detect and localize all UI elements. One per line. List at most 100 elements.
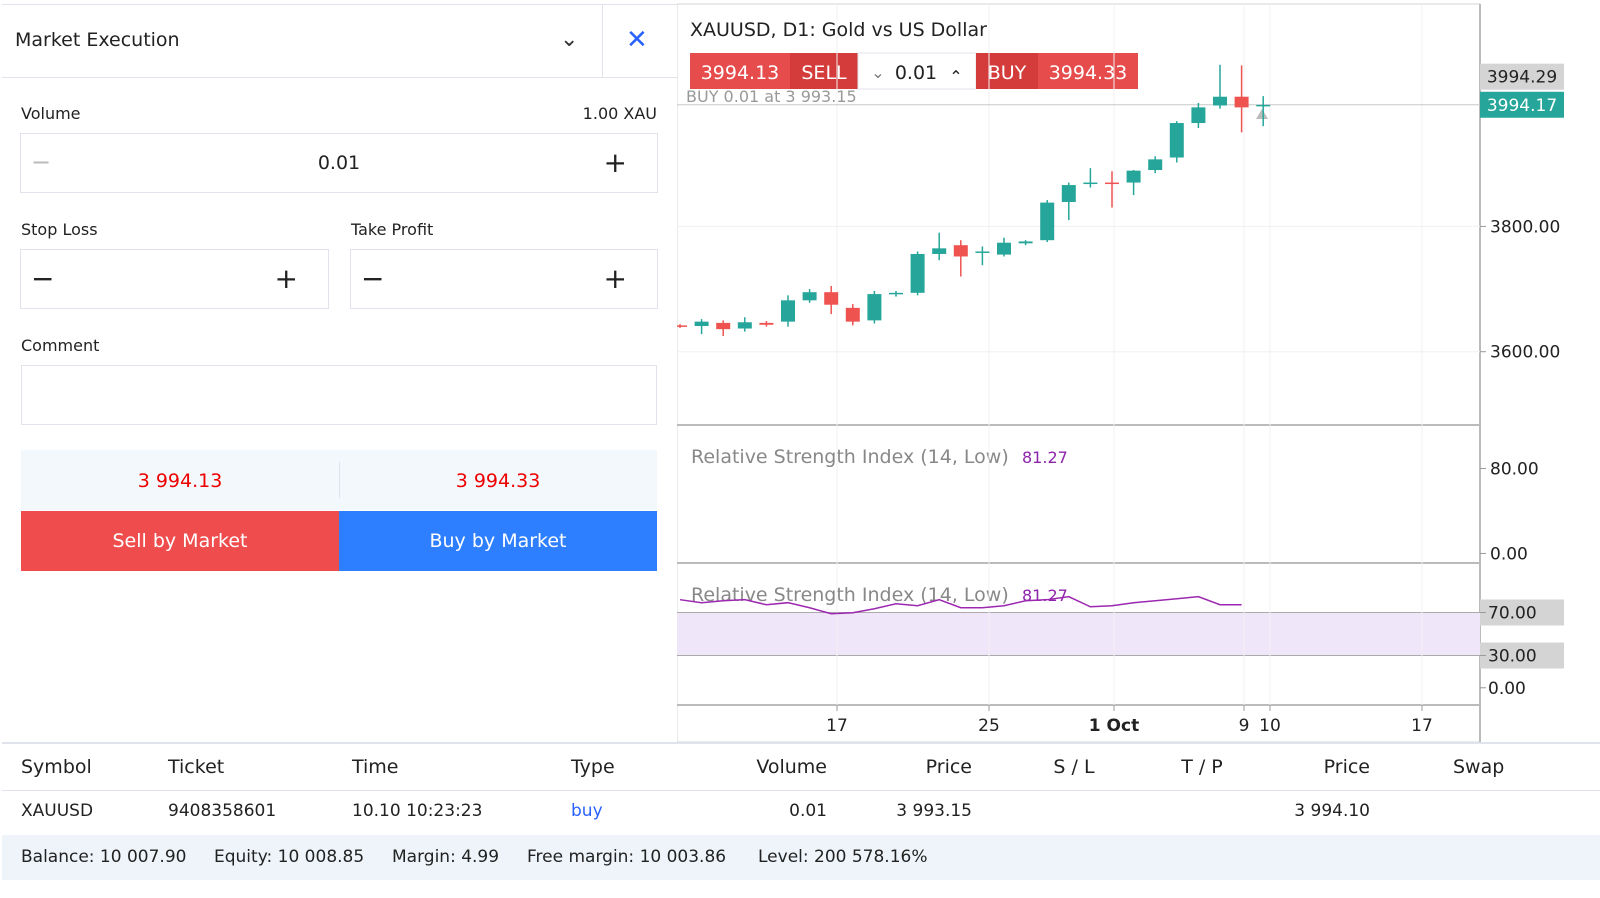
x-tick-label: 17 — [826, 716, 848, 736]
table-cell: 0.01 — [789, 801, 827, 821]
volume-input[interactable]: − 0.01 + — [20, 133, 658, 193]
take-profit-label: Take Profit — [351, 220, 434, 239]
candle-body — [1148, 159, 1163, 171]
volume-value: 0.01 — [317, 152, 361, 174]
x-tick-label: 10 — [1259, 716, 1281, 736]
table-cell: buy — [571, 801, 603, 821]
y-tick-label: 70.00 — [1488, 603, 1537, 623]
lot-up[interactable]: ⌃ — [949, 67, 962, 86]
positions-table: Symbol Ticket Time Type Volume Price S / L T / … — [2, 742, 1600, 837]
account-stat: Free margin: 10 003.86 — [527, 847, 727, 867]
column-header: Price — [925, 756, 972, 778]
x-tick-label: 17 — [1411, 716, 1433, 736]
sell-button[interactable]: Sell by Market — [21, 511, 339, 571]
candle-body — [1256, 104, 1271, 107]
account-bar: Balance: 10 007.90 Equity: 10 008.85 Margi… — [2, 835, 1600, 880]
candle-body — [694, 321, 709, 327]
buy-button[interactable]: Buy by Market — [339, 511, 657, 571]
candle-body — [1234, 96, 1249, 108]
table-cell: XAUUSD — [21, 801, 94, 821]
candle-body — [1169, 123, 1184, 158]
candle-body — [1040, 202, 1055, 241]
price-tag-label: 3994.17 — [1487, 96, 1557, 116]
volume-max: 1.00 XAU — [582, 104, 657, 123]
x-tick-label: 1 Oct — [1089, 716, 1139, 736]
column-header: Time — [352, 756, 399, 778]
table-cell: 3 993.15 — [896, 801, 972, 821]
column-header: Volume — [756, 756, 827, 778]
candle-body — [1083, 182, 1098, 185]
lot-box[interactable] — [857, 52, 977, 90]
dropdown[interactable]: ⌄ — [560, 27, 579, 52]
y-tick-label: 0.00 — [1490, 544, 1528, 564]
candle-body — [997, 242, 1011, 255]
chart: XAUUSD, D1: Gold vs US Dollar BUY 0.01 a… — [677, 3, 1564, 742]
buy-label: BUY — [988, 62, 1027, 84]
candle-body — [781, 300, 795, 322]
stop-loss-input[interactable]: − + — [20, 249, 329, 309]
comment-input[interactable] — [21, 365, 657, 425]
quotes: 3 994.13 3 994.33 — [21, 450, 657, 510]
panel-title: Market Execution — [15, 29, 180, 51]
sell-label: SELL — [801, 62, 847, 84]
order-panel: Market Execution ⌄ ✕ Volume 1.00 XAU − 0… — [2, 4, 678, 743]
price-tag-label: 3994.29 — [1487, 68, 1557, 88]
divider — [602, 5, 603, 77]
sell-price: 3994.13 — [701, 62, 780, 84]
candle-body — [677, 325, 687, 327]
y-tick-label: 80.00 — [1490, 460, 1539, 480]
rsi-line — [679, 595, 1242, 615]
rsi1-label: Relative Strength Index (14, Low) — [691, 446, 1009, 468]
chart-title: XAUUSD, D1: Gold vs US Dollar — [690, 19, 987, 41]
y-tick-label: 30.00 — [1488, 647, 1537, 667]
divider — [2, 77, 677, 78]
position-marker — [1256, 109, 1268, 119]
candle-body — [867, 294, 882, 321]
buy-chip-label-bg — [976, 53, 1038, 89]
level-tag — [1480, 599, 1564, 626]
account-stat: Balance: 10 007.90 — [21, 847, 187, 867]
ask-price: 3 994.33 — [455, 470, 541, 492]
candle-body — [910, 253, 925, 293]
candle-body — [1213, 96, 1227, 106]
x-tick-label: 9 — [1239, 716, 1250, 736]
candle-body — [889, 292, 903, 295]
column-header: Ticket — [168, 756, 225, 778]
table-cell: 10.10 10:23:23 — [352, 801, 483, 821]
rsi-band — [677, 612, 1480, 656]
take-profit-input[interactable]: − + — [350, 249, 658, 309]
column-header: S / L — [1053, 756, 1095, 778]
candle-body — [1105, 182, 1119, 185]
candle-body — [716, 322, 731, 330]
candle-body — [737, 322, 752, 329]
buy-price: 3994.33 — [1049, 62, 1128, 84]
candle-body — [975, 251, 990, 253]
price-tag — [1480, 63, 1564, 90]
column-header: T / P — [1181, 756, 1223, 778]
comment-label: Comment — [21, 336, 100, 355]
table-cell: 9408358601 — [168, 801, 277, 821]
account-stat: Equity: 10 008.85 — [214, 847, 365, 867]
y-tick-label: 0.00 — [1488, 679, 1526, 699]
column-header: Symbol — [21, 756, 92, 778]
candle-body — [953, 245, 968, 257]
candle-body — [824, 292, 839, 305]
column-header: Swap — [1453, 756, 1505, 778]
lot-down[interactable]: ⌄ — [871, 63, 884, 82]
close-button[interactable]: ✕ — [626, 25, 648, 55]
candle-body — [1061, 185, 1076, 202]
y-tick-label: 3600.00 — [1490, 343, 1560, 363]
lot-value: 0.01 — [895, 62, 937, 84]
column-header: Price — [1323, 756, 1370, 778]
y-tick-label: 3800.00 — [1490, 217, 1560, 237]
bid-price: 3 994.13 — [137, 470, 223, 492]
level-tag — [1480, 642, 1564, 669]
account-stat: Margin: 4.99 — [392, 847, 500, 867]
rsi1-value: 81.27 — [1022, 448, 1068, 467]
candle-body — [845, 307, 860, 322]
candle-body — [802, 292, 817, 301]
account-stat: Level: 200 578.16% — [758, 847, 928, 867]
stop-loss-label: Stop Loss — [21, 220, 98, 239]
table-cell: 3 994.10 — [1294, 801, 1370, 821]
rsi2-value: 81.27 — [1022, 586, 1068, 605]
